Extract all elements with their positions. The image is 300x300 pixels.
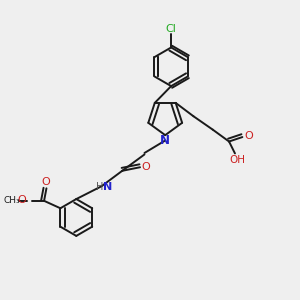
Text: CH₃: CH₃ (4, 196, 20, 205)
Text: O: O (142, 162, 150, 172)
Text: H: H (96, 182, 104, 192)
Text: N: N (160, 134, 170, 147)
Text: O: O (41, 177, 50, 188)
Text: O: O (244, 131, 253, 142)
Text: O: O (17, 195, 26, 205)
Text: OH: OH (229, 155, 245, 165)
Text: Cl: Cl (166, 24, 177, 34)
Text: N: N (103, 182, 112, 192)
